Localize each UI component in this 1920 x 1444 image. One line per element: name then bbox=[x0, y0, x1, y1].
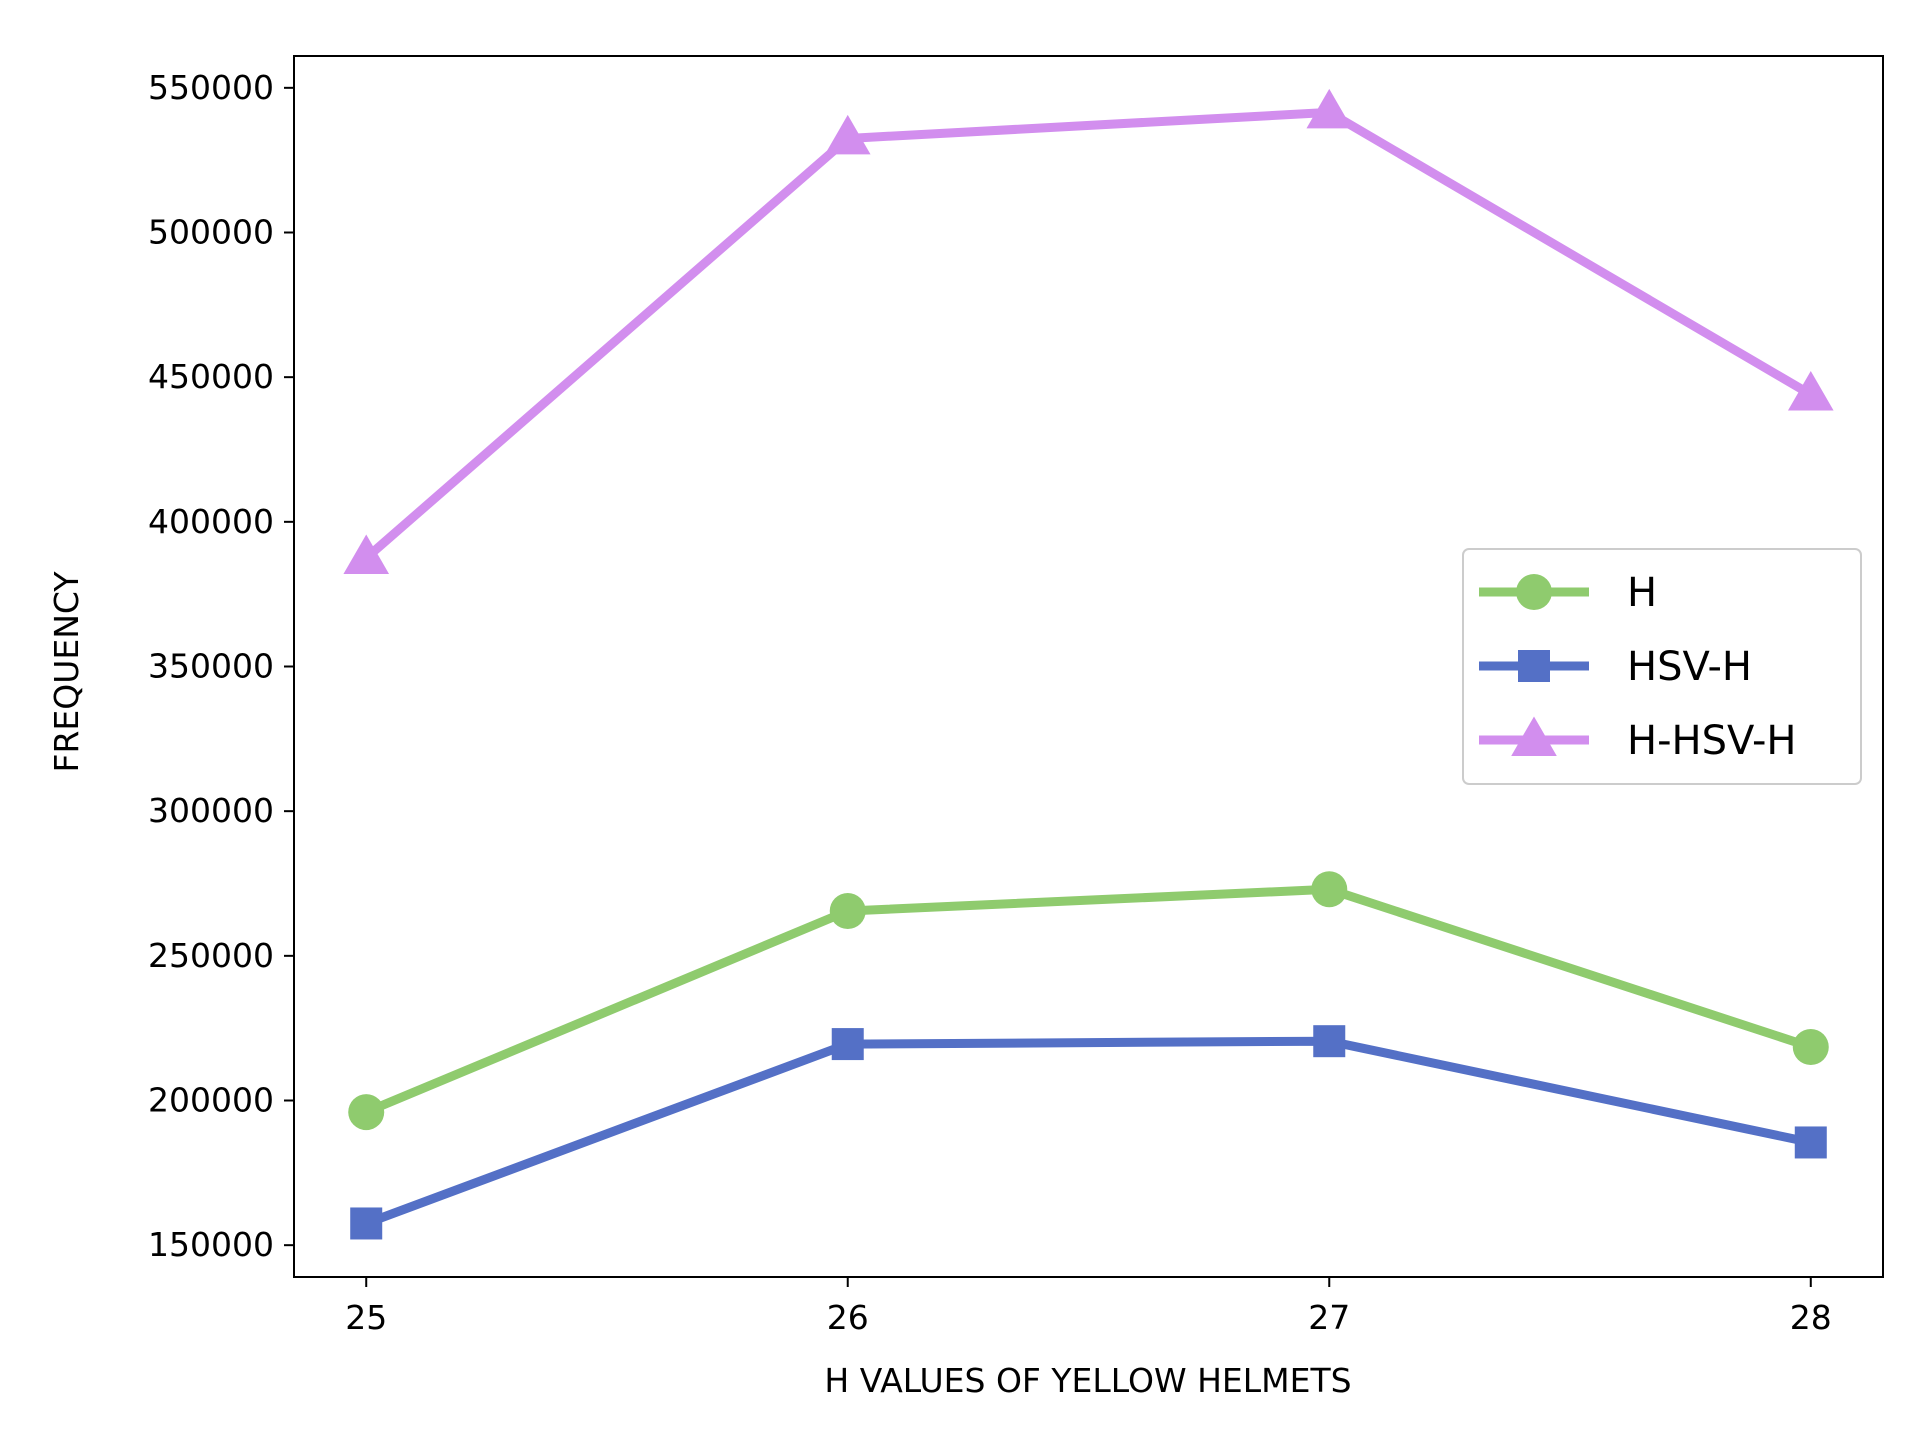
y-tick-label: 400000 bbox=[148, 502, 274, 541]
x-tick-label: 27 bbox=[1308, 1298, 1350, 1337]
series-line bbox=[364, 884, 1813, 1117]
data-point bbox=[1794, 1126, 1827, 1159]
legend-label: H-HSV-H bbox=[1627, 718, 1797, 764]
x-tick-label: 26 bbox=[827, 1298, 869, 1337]
legend-label: H bbox=[1627, 570, 1657, 616]
y-tick-label: 550000 bbox=[148, 68, 274, 107]
series-layer bbox=[343, 88, 1834, 1240]
data-point bbox=[1306, 88, 1353, 129]
x-tick-label: 28 bbox=[1790, 1298, 1832, 1337]
y-tick-label: 250000 bbox=[148, 936, 274, 975]
series-line bbox=[364, 1036, 1812, 1228]
data-point bbox=[831, 1028, 864, 1061]
series-line bbox=[363, 107, 1814, 562]
series-0 bbox=[348, 871, 1829, 1131]
data-point bbox=[1787, 370, 1834, 411]
y-axis-ticks: 150000 200000 250000 300000 350000 400000 4500… bbox=[148, 68, 294, 1264]
y-tick-label: 350000 bbox=[148, 647, 274, 686]
data-point bbox=[829, 892, 866, 929]
data-point bbox=[350, 1207, 383, 1240]
legend-item: H bbox=[1479, 570, 1657, 616]
legend: H HSV-H H-HSV-H bbox=[1462, 548, 1862, 785]
legend-item: H-HSV-H bbox=[1479, 716, 1797, 764]
y-tick-label: 450000 bbox=[148, 357, 274, 396]
plot-frame bbox=[293, 55, 1884, 1278]
y-tick-label: 300000 bbox=[148, 791, 274, 830]
series-1 bbox=[350, 1025, 1827, 1240]
series-2 bbox=[343, 88, 1834, 574]
y-tick-label: 200000 bbox=[148, 1081, 274, 1120]
x-axis-label: H VALUES OF YELLOW HELMETS bbox=[824, 1361, 1351, 1400]
data-point bbox=[1311, 871, 1348, 908]
x-tick-label: 25 bbox=[345, 1298, 387, 1337]
legend-marker bbox=[1518, 650, 1550, 682]
y-tick-label: 150000 bbox=[148, 1225, 274, 1264]
legend-box bbox=[1462, 548, 1862, 785]
legend-label: HSV-H bbox=[1627, 644, 1752, 690]
y-axis-label: FREQUENCY bbox=[47, 571, 86, 773]
data-point bbox=[348, 1094, 385, 1131]
y-tick-label: 500000 bbox=[148, 212, 274, 251]
x-axis-ticks: 25 26 27 28 bbox=[345, 1277, 1832, 1337]
data-point bbox=[1313, 1025, 1346, 1058]
data-point bbox=[1792, 1028, 1829, 1065]
legend-marker bbox=[1516, 574, 1552, 610]
legend-item: HSV-H bbox=[1479, 644, 1752, 690]
legend-marker bbox=[1511, 716, 1557, 756]
data-point bbox=[824, 114, 871, 155]
data-point bbox=[343, 534, 390, 574]
